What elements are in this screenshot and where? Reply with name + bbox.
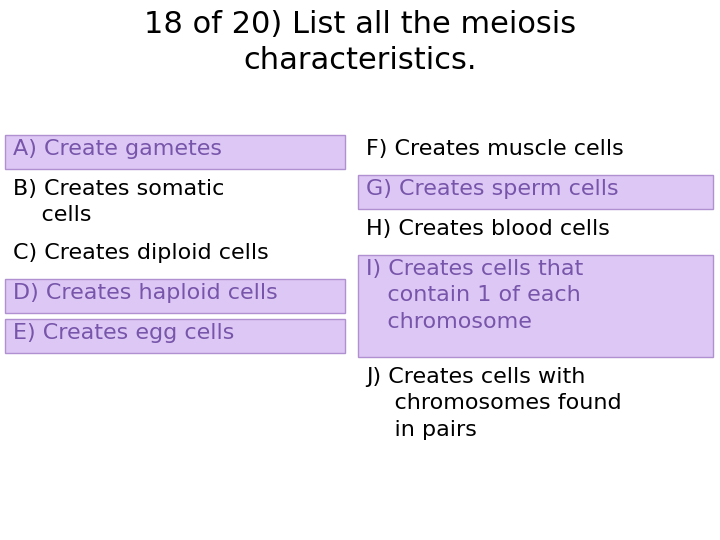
Text: 18 of 20) List all the meiosis
characteristics.: 18 of 20) List all the meiosis character… (144, 10, 576, 75)
FancyBboxPatch shape (358, 175, 713, 209)
FancyBboxPatch shape (5, 319, 345, 353)
Text: J) Creates cells with
    chromosomes found
    in pairs: J) Creates cells with chromosomes found … (366, 367, 621, 440)
Text: G) Creates sperm cells: G) Creates sperm cells (366, 179, 618, 199)
FancyBboxPatch shape (5, 135, 345, 169)
Text: F) Creates muscle cells: F) Creates muscle cells (366, 139, 624, 159)
Text: E) Creates egg cells: E) Creates egg cells (13, 323, 235, 343)
Text: B) Creates somatic
    cells: B) Creates somatic cells (13, 179, 225, 225)
Text: D) Creates haploid cells: D) Creates haploid cells (13, 283, 278, 303)
FancyBboxPatch shape (358, 255, 713, 357)
Text: I) Creates cells that
   contain 1 of each
   chromosome: I) Creates cells that contain 1 of each … (366, 259, 583, 332)
FancyBboxPatch shape (5, 279, 345, 313)
Text: C) Creates diploid cells: C) Creates diploid cells (13, 243, 269, 263)
Text: A) Create gametes: A) Create gametes (13, 139, 222, 159)
Text: H) Creates blood cells: H) Creates blood cells (366, 219, 610, 239)
